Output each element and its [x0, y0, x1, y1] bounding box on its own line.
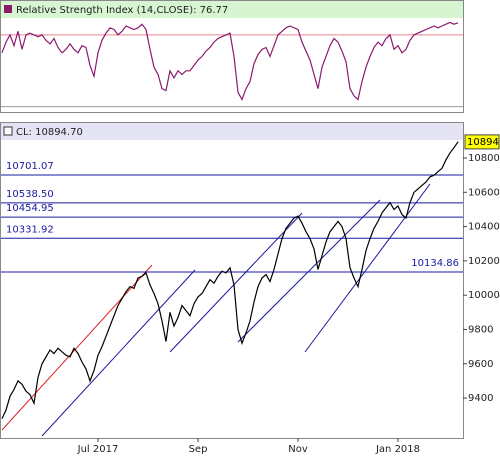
x-tick-label: Jul 2017: [77, 444, 119, 455]
y-tick-label: 10800: [468, 153, 500, 164]
price-title: CL: 10894.70: [16, 127, 83, 138]
level-label: 10701.07: [6, 161, 54, 172]
trend-line: [237, 199, 381, 343]
y-tick-label: 10000: [468, 290, 500, 301]
x-tick-label: Nov: [288, 444, 308, 455]
level-label: 10331.92: [6, 224, 54, 235]
price-frame: [0, 122, 464, 439]
rsi-frame: [0, 0, 464, 113]
trend-lines: [1, 183, 431, 437]
level-label: 10538.50: [6, 189, 54, 200]
price-header: [1, 123, 463, 140]
price-tag: 10894: [467, 137, 499, 148]
price-tag-box: [464, 134, 500, 150]
y-tick-label: 9800: [468, 324, 493, 335]
y-tick-label: 9600: [468, 359, 493, 370]
series-line: [1, 141, 459, 419]
price-icon: [3, 126, 13, 136]
trend-line: [41, 269, 196, 437]
rsi-title: Relative Strength Index (14,CLOSE): 76.7…: [16, 5, 228, 16]
level-label: 10454.95: [6, 203, 54, 214]
y-tick-label: 9400: [468, 393, 493, 404]
level-label: 10134.86: [411, 258, 459, 269]
rsi-icon: [4, 5, 12, 13]
trend-line: [1, 264, 153, 431]
y-tick-label: 10600: [468, 187, 500, 198]
x-tick-label: Sep: [189, 444, 208, 455]
trend-line: [304, 183, 431, 353]
y-tick-label: 10200: [468, 256, 500, 267]
trend-line: [169, 212, 303, 353]
rsi-header: [1, 1, 463, 18]
series-line: [1, 21, 459, 101]
y-tick-label: 10400: [468, 222, 500, 233]
x-tick-label: Jan 2018: [375, 444, 420, 455]
